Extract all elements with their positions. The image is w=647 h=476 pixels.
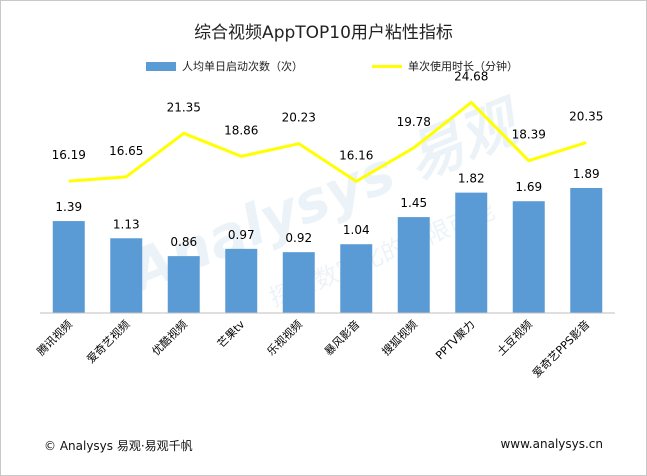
line-label-1: 16.65 <box>109 144 143 158</box>
line-label-0: 16.19 <box>52 148 86 162</box>
bar-label-0: 1.39 <box>55 200 82 214</box>
line-label-5: 16.16 <box>339 148 373 162</box>
line-label-4: 20.23 <box>282 111 316 125</box>
line-label-7: 24.68 <box>454 69 488 83</box>
x-tick-label-0: 腾讯视频 <box>34 317 75 358</box>
chart-title: 综合视频AppTOP10用户粘性指标 <box>194 23 453 43</box>
x-tick-label-7: PPTV聚力 <box>433 318 477 362</box>
bar-label-3: 0.97 <box>228 228 255 242</box>
bar-label-4: 0.92 <box>285 231 312 245</box>
bar-2 <box>167 256 200 313</box>
bar-label-7: 1.82 <box>458 172 485 186</box>
bar-label-8: 1.69 <box>515 180 542 194</box>
line-label-9: 20.35 <box>569 110 603 124</box>
x-tick-label-6: 搜狐视频 <box>379 317 420 358</box>
line-label-3: 18.86 <box>224 123 258 137</box>
bar-5 <box>340 244 373 313</box>
x-tick-label-9: 爱奇艺PPS影音 <box>529 317 592 380</box>
line-label-6: 19.78 <box>397 115 431 129</box>
legend-bar-series: 人均单日启动次数（次） <box>146 58 303 74</box>
bar-3 <box>225 248 258 313</box>
bar-1 <box>110 238 143 313</box>
bar-9 <box>570 188 603 313</box>
x-tick-label-1: 爱奇艺视频 <box>84 317 133 366</box>
bar-label-6: 1.45 <box>400 196 427 210</box>
bar-8 <box>512 201 545 313</box>
bar-6 <box>397 217 430 313</box>
bar-label-2: 0.86 <box>170 235 197 249</box>
bar-label-5: 1.04 <box>343 223 370 237</box>
x-tick-label-5: 暴风影音 <box>321 317 362 358</box>
legend-line-series: 单次使用时长（分钟） <box>372 58 518 74</box>
legend-bar-swatch <box>146 61 176 71</box>
line-label-2: 21.35 <box>167 100 201 114</box>
footer-url: www.analysys.cn <box>500 437 603 451</box>
bar-7 <box>455 192 488 313</box>
bar-label-9: 1.89 <box>573 167 600 181</box>
x-tick-label-8: 土豆视频 <box>494 317 535 358</box>
x-tick-label-3: 芒果tv <box>215 318 248 351</box>
legend-bar-label: 人均单日启动次数（次） <box>182 60 303 73</box>
line-label-8: 18.39 <box>512 128 546 142</box>
bar-0 <box>52 221 85 313</box>
bar-4 <box>282 252 315 313</box>
x-tick-label-4: 乐视视频 <box>264 317 305 358</box>
x-tick-label-2: 优酷视频 <box>149 317 190 358</box>
legend-line-swatch <box>372 64 402 68</box>
bar-label-1: 1.13 <box>113 217 140 231</box>
footer-source: © Analysys 易观·易观千帆 <box>44 439 193 453</box>
line-series <box>68 100 587 183</box>
legend-line-label: 单次使用时长（分钟） <box>408 60 518 73</box>
